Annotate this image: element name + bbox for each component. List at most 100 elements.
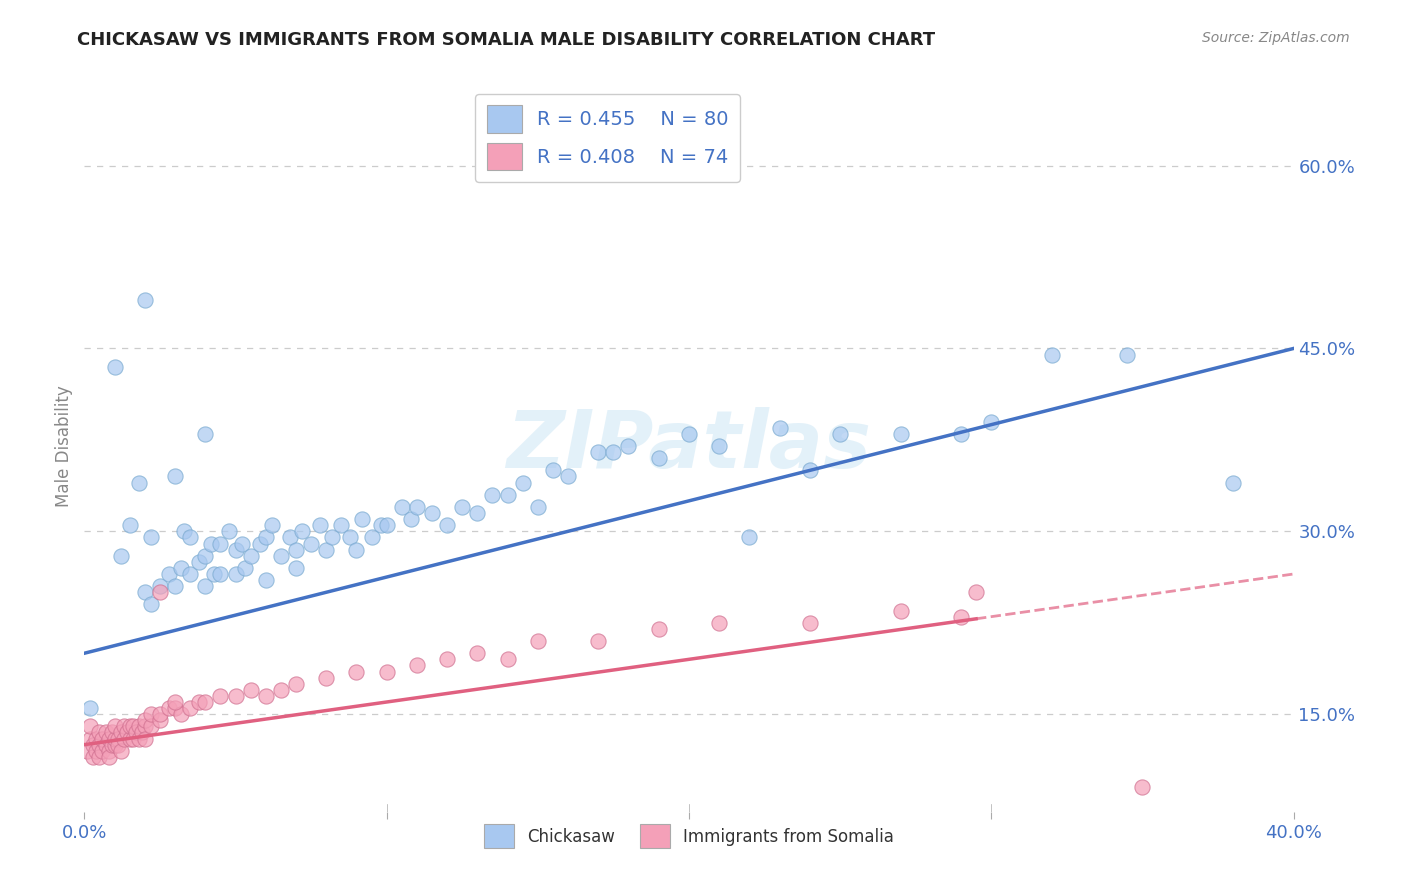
- Point: [139, 719, 162, 733]
- Point: [149, 585, 172, 599]
- Point: [451, 500, 474, 514]
- Point: [225, 542, 247, 557]
- Point: [370, 518, 392, 533]
- Point: [496, 652, 519, 666]
- Point: [173, 524, 195, 539]
- Point: [134, 719, 156, 733]
- Point: [436, 518, 458, 533]
- Point: [89, 725, 111, 739]
- Point: [231, 536, 253, 550]
- Point: [541, 463, 564, 477]
- Point: [110, 725, 132, 739]
- Point: [112, 719, 135, 733]
- Point: [709, 439, 731, 453]
- Text: ZIPatlas: ZIPatlas: [506, 407, 872, 485]
- Point: [254, 573, 277, 587]
- Point: [107, 738, 129, 752]
- Point: [285, 542, 308, 557]
- Point: [467, 506, 489, 520]
- Point: [648, 451, 671, 466]
- Point: [121, 719, 143, 733]
- Point: [94, 725, 117, 739]
- Point: [218, 524, 240, 539]
- Point: [179, 567, 201, 582]
- Point: [128, 719, 150, 733]
- Point: [97, 731, 120, 746]
- Point: [1116, 348, 1139, 362]
- Point: [134, 585, 156, 599]
- Point: [134, 731, 156, 746]
- Point: [128, 475, 150, 490]
- Point: [467, 646, 489, 660]
- Point: [179, 701, 201, 715]
- Point: [131, 725, 153, 739]
- Point: [125, 725, 148, 739]
- Text: Source: ZipAtlas.com: Source: ZipAtlas.com: [1202, 31, 1350, 45]
- Point: [104, 731, 127, 746]
- Point: [97, 744, 120, 758]
- Point: [738, 530, 761, 544]
- Point: [481, 488, 503, 502]
- Point: [194, 426, 217, 441]
- Point: [209, 536, 232, 550]
- Point: [330, 518, 353, 533]
- Point: [950, 426, 973, 441]
- Point: [165, 695, 187, 709]
- Point: [149, 714, 172, 728]
- Point: [128, 731, 150, 746]
- Point: [139, 598, 162, 612]
- Point: [179, 530, 201, 544]
- Point: [165, 579, 187, 593]
- Point: [76, 744, 98, 758]
- Point: [346, 665, 368, 679]
- Point: [239, 549, 262, 563]
- Point: [406, 658, 429, 673]
- Point: [165, 469, 187, 483]
- Point: [157, 567, 180, 582]
- Point: [89, 749, 111, 764]
- Point: [115, 725, 138, 739]
- Point: [121, 731, 143, 746]
- Point: [194, 579, 217, 593]
- Point: [170, 707, 193, 722]
- Point: [82, 738, 104, 752]
- Point: [254, 530, 277, 544]
- Point: [79, 701, 101, 715]
- Text: CHICKASAW VS IMMIGRANTS FROM SOMALIA MALE DISABILITY CORRELATION CHART: CHICKASAW VS IMMIGRANTS FROM SOMALIA MAL…: [77, 31, 935, 49]
- Point: [149, 707, 172, 722]
- Point: [188, 555, 211, 569]
- Point: [233, 561, 256, 575]
- Point: [134, 293, 156, 307]
- Point: [375, 665, 398, 679]
- Point: [512, 475, 534, 490]
- Point: [420, 506, 443, 520]
- Point: [209, 689, 232, 703]
- Point: [557, 469, 579, 483]
- Point: [965, 585, 987, 599]
- Point: [588, 445, 610, 459]
- Point: [315, 542, 337, 557]
- Point: [86, 744, 108, 758]
- Point: [617, 439, 640, 453]
- Point: [285, 677, 308, 691]
- Point: [270, 682, 292, 697]
- Point: [165, 701, 187, 715]
- Point: [260, 518, 283, 533]
- Point: [278, 530, 301, 544]
- Point: [1130, 780, 1153, 795]
- Point: [118, 518, 141, 533]
- Point: [107, 731, 129, 746]
- Point: [110, 744, 132, 758]
- Point: [82, 749, 104, 764]
- Point: [890, 426, 912, 441]
- Point: [79, 719, 101, 733]
- Point: [678, 426, 700, 441]
- Point: [118, 719, 141, 733]
- Point: [1040, 348, 1063, 362]
- Point: [391, 500, 413, 514]
- Point: [980, 415, 1002, 429]
- Point: [170, 561, 193, 575]
- Y-axis label: Male Disability: Male Disability: [55, 385, 73, 507]
- Point: [188, 695, 211, 709]
- Point: [94, 738, 117, 752]
